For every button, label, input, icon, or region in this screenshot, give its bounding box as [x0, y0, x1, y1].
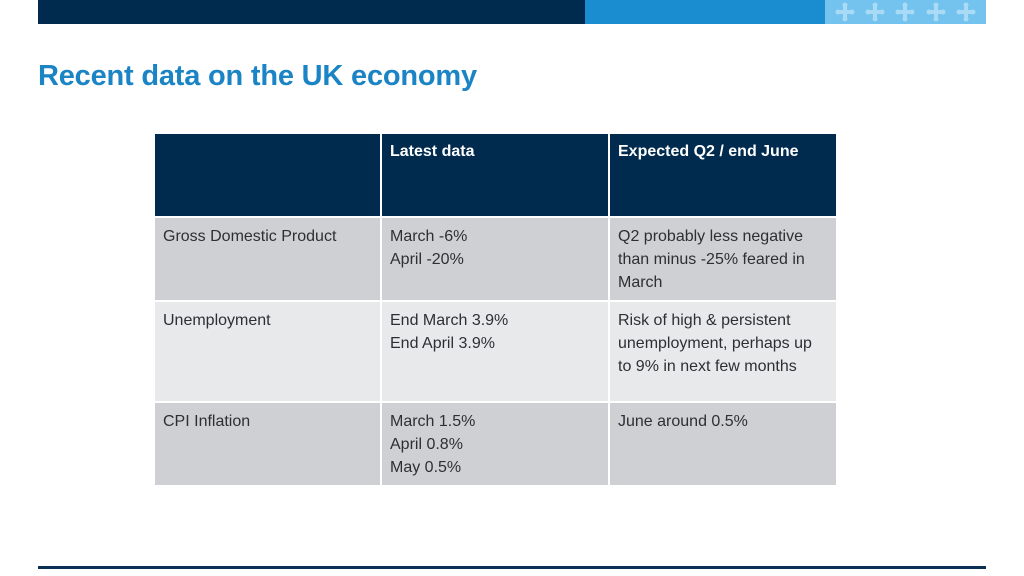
table-header-row: Latest data Expected Q2 / end June [153, 132, 838, 218]
header-bar-mid-segment [585, 0, 825, 24]
latest-data-line: April -20% [390, 251, 464, 268]
indicator-cell: CPI Inflation [153, 401, 382, 487]
latest-data-cell: End March 3.9% End April 3.9% [380, 300, 610, 403]
latest-data-line: End April 3.9% [390, 335, 495, 352]
header-bar-light-segment [825, 0, 986, 24]
indicator-cell: Gross Domestic Product [153, 216, 382, 302]
latest-data-line: April 0.8% [390, 436, 463, 453]
latest-data-cell: March -6% April -20% [380, 216, 610, 302]
cross-pattern-icon [956, 2, 976, 22]
latest-data-line: End March 3.9% [390, 312, 509, 329]
expected-cell: June around 0.5% [608, 401, 838, 487]
table-row: Gross Domestic Product March -6% April -… [153, 216, 838, 302]
cross-pattern-icon [865, 2, 885, 22]
latest-data-line: May 0.5% [390, 459, 462, 476]
latest-data-cell: March 1.5% April 0.8% May 0.5% [380, 401, 610, 487]
cross-pattern-icon [835, 2, 855, 22]
header-bar-dark-segment [38, 0, 585, 24]
header-color-bar [38, 0, 986, 24]
economy-data-table: Latest data Expected Q2 / end June Gross… [153, 132, 838, 487]
indicator-cell: Unemployment [153, 300, 382, 403]
latest-data-line: March -6% [390, 228, 468, 245]
header-cell-expected: Expected Q2 / end June [608, 132, 838, 218]
cross-pattern-icon [926, 2, 946, 22]
latest-data-line: March 1.5% [390, 413, 476, 430]
cross-pattern-icon [895, 2, 915, 22]
header-cell-indicator [153, 132, 382, 218]
footer-divider [38, 566, 986, 569]
header-cell-latest-data: Latest data [380, 132, 610, 218]
expected-cell: Q2 probably less negative than minus -25… [608, 216, 838, 302]
table-row: CPI Inflation March 1.5% April 0.8% May … [153, 401, 838, 487]
page-title: Recent data on the UK economy [38, 60, 477, 92]
table-row: Unemployment End March 3.9% End April 3.… [153, 300, 838, 403]
expected-cell: Risk of high & persistent unemployment, … [608, 300, 838, 403]
